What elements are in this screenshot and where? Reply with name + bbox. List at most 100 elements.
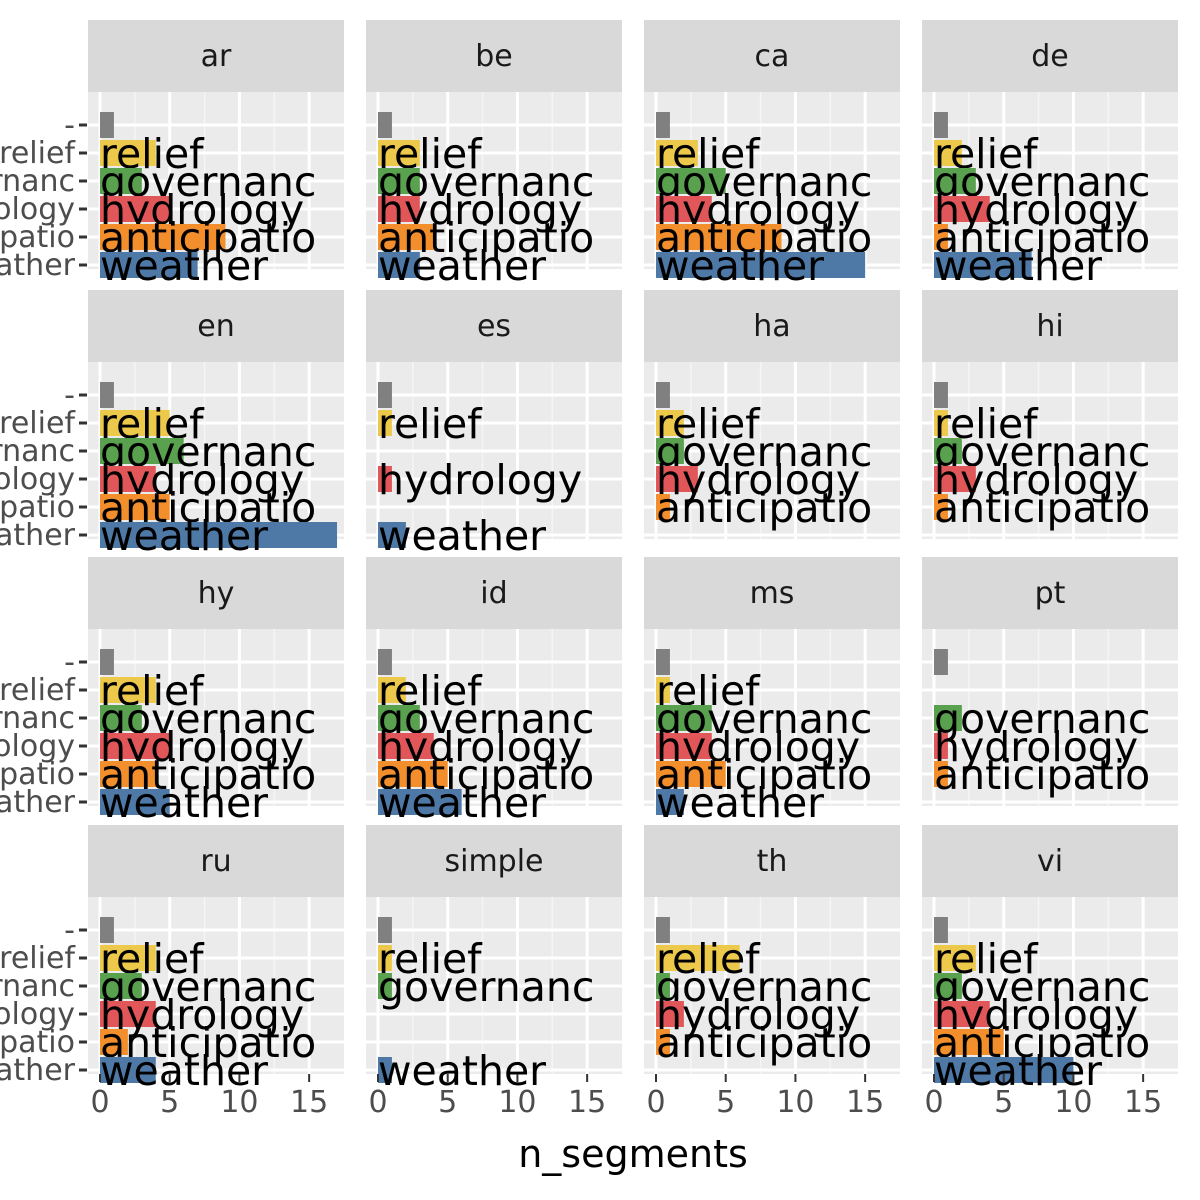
bar-- <box>656 382 670 408</box>
y-tick-label: - <box>64 645 75 680</box>
y-tick-label: anticipatio <box>0 757 75 792</box>
bar-label-anticipatio: anticipatio <box>934 484 1150 532</box>
x-tick-label: 10 <box>220 1085 258 1120</box>
facet-strip-label: hi <box>1036 309 1063 344</box>
bar-anticipatio <box>934 1029 1004 1055</box>
x-tick-label: 5 <box>716 1085 735 1120</box>
bar-relief <box>100 677 156 703</box>
bar-label-hydrology: hydrology <box>656 456 860 504</box>
bar-governanc <box>100 705 142 731</box>
bar-- <box>656 112 670 138</box>
facet-strip-label: id <box>480 576 507 611</box>
bar-anticipatio <box>100 224 226 250</box>
bar-hydrology <box>100 196 170 222</box>
facet-strip-label: ms <box>750 576 795 611</box>
bar-label-hydrology: hydrology <box>934 186 1138 234</box>
y-tick-label: relief <box>0 673 76 708</box>
bar-- <box>100 649 114 675</box>
bar-label-relief: relief <box>656 935 761 983</box>
bar-governanc <box>378 705 420 731</box>
bar-governanc <box>656 973 670 999</box>
y-tick-label: - <box>64 378 75 413</box>
bar-anticipatio <box>378 224 434 250</box>
bar-- <box>934 382 948 408</box>
bar-hydrology <box>656 466 698 492</box>
y-tick-label: governanc <box>0 701 75 736</box>
facet-strip <box>366 290 622 362</box>
bar-label-governanc: governanc <box>656 963 872 1011</box>
facet-strip <box>922 20 1178 92</box>
facet-strip <box>366 20 622 92</box>
bar-relief <box>656 410 684 436</box>
bar-hydrology <box>934 196 990 222</box>
y-tick-label: relief <box>0 136 76 171</box>
x-tick-label: 0 <box>924 1085 943 1120</box>
bar-governanc <box>656 438 684 464</box>
bar-label-anticipatio: anticipatio <box>656 751 872 799</box>
x-tick-label: 15 <box>846 1085 884 1120</box>
bar-relief <box>100 140 156 166</box>
bar-- <box>100 112 114 138</box>
y-tick-label: weather <box>0 518 76 553</box>
facet-strip <box>88 557 344 629</box>
bar-relief <box>378 140 420 166</box>
bar-relief <box>378 677 406 703</box>
bar-- <box>378 382 392 408</box>
y-tick-label: relief <box>0 406 76 441</box>
bar-- <box>934 917 948 943</box>
bar-- <box>378 649 392 675</box>
facet-strip-label: pt <box>1035 576 1066 611</box>
y-tick-label: anticipatio <box>0 220 75 255</box>
bar-anticipatio <box>656 224 782 250</box>
bar-relief <box>656 140 698 166</box>
y-tick-label: anticipatio <box>0 490 75 525</box>
bar-- <box>934 112 948 138</box>
bar-hydrology <box>934 466 976 492</box>
facet-strip-label: ru <box>200 844 231 879</box>
bar-anticipatio <box>378 761 448 787</box>
bar-label-weather: weather <box>378 1047 546 1095</box>
x-tick-label: 5 <box>994 1085 1013 1120</box>
bar-relief <box>934 410 948 436</box>
bar-label-weather: weather <box>378 242 546 290</box>
bar-governanc <box>100 973 142 999</box>
bar-- <box>100 382 114 408</box>
bar-anticipatio <box>100 494 170 520</box>
bar-label-relief: relief <box>378 935 483 983</box>
bar-relief <box>934 140 962 166</box>
facet-id: idreliefgovernanchydrologyanticipatiowea… <box>366 557 622 827</box>
y-tick-label: governanc <box>0 164 75 199</box>
bar-hydrology <box>100 1001 156 1027</box>
bar-anticipatio <box>656 761 726 787</box>
bar-hydrology <box>656 196 712 222</box>
bar-hydrology <box>378 733 434 759</box>
x-tick-label: 5 <box>438 1085 457 1120</box>
bar-governanc <box>100 168 142 194</box>
facet-en: enreliefgovernanchydrologyanticipatiowea… <box>0 290 344 560</box>
bar-anticipatio <box>934 761 948 787</box>
bar-anticipatio <box>656 1029 670 1055</box>
x-tick-label: 0 <box>646 1085 665 1120</box>
bar-label-weather: weather <box>100 1047 268 1095</box>
bar-label-relief: relief <box>378 400 483 448</box>
facet-strip <box>88 20 344 92</box>
bar-weather <box>656 789 684 815</box>
bar-label-governanc: governanc <box>934 695 1150 743</box>
x-tick-label: 10 <box>498 1085 536 1120</box>
facet-strip <box>366 557 622 629</box>
bar-anticipatio <box>934 224 948 250</box>
bar-weather <box>100 522 338 548</box>
bar-label-weather: weather <box>378 512 546 560</box>
facet-ru: rureliefgovernanchydrologyanticipatiowea… <box>0 825 344 1120</box>
facet-be: bereliefgovernanchydrologyanticipatiowea… <box>366 20 622 290</box>
y-tick-label: weather <box>0 1053 76 1088</box>
bar-hydrology <box>934 1001 990 1027</box>
bar-label-weather: weather <box>656 242 824 290</box>
bar-- <box>378 112 392 138</box>
bar-anticipatio <box>100 1029 128 1055</box>
bar-relief <box>378 945 392 971</box>
bar-governanc <box>934 168 976 194</box>
